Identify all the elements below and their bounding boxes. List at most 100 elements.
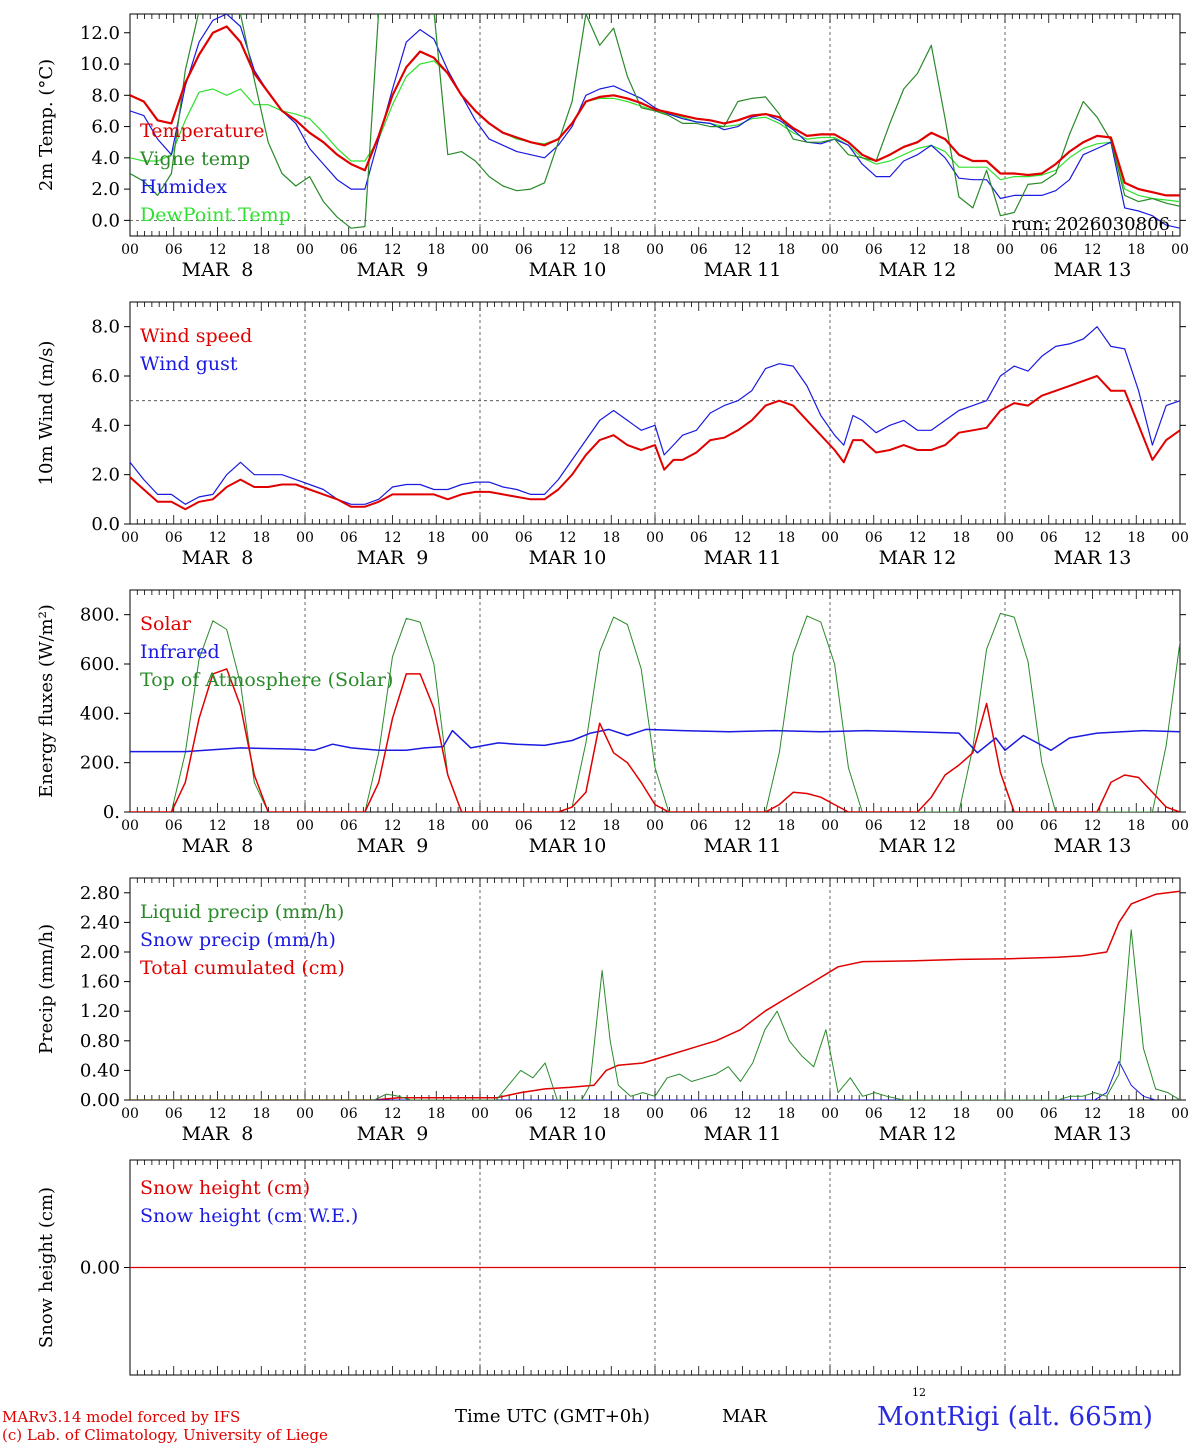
legend-entry: Humidex: [140, 176, 227, 198]
x-hour-label: 06: [165, 818, 183, 834]
x-axis-month: MAR: [722, 1406, 767, 1427]
x-hour-label: 00: [121, 530, 139, 546]
model-credit: MARv3.14 model forced by IFS: [2, 1408, 241, 1426]
x-hour-label: 18: [952, 530, 970, 546]
x-hour-label: 00: [821, 818, 839, 834]
y-tick-label: 6.0: [91, 366, 120, 387]
x-hour-label: 06: [690, 1106, 708, 1122]
x-hour-label: 18: [952, 818, 970, 834]
x-hour-label: 12: [734, 818, 752, 834]
series-line: [130, 25, 1180, 197]
x-hour-label: 12: [734, 242, 752, 258]
legend-entry: Infrared: [140, 641, 220, 663]
y-tick-label: 8.0: [91, 85, 120, 106]
x-hour-label: 00: [646, 818, 664, 834]
x-hour-label: 06: [690, 818, 708, 834]
x-hour-label: 12: [1084, 530, 1102, 546]
x-hour-label: 00: [996, 530, 1014, 546]
x-hour-label: 06: [515, 1106, 533, 1122]
x-hour-label: 18: [777, 242, 795, 258]
y-tick-label: 600.: [80, 654, 120, 675]
y-tick-label: 200.: [80, 753, 120, 774]
x-hour-label: 00: [996, 242, 1014, 258]
series-line: [130, 929, 1180, 1100]
y-tick-label: 0.80: [80, 1031, 120, 1052]
series-line: [130, 668, 1180, 812]
x-hour-label: 00: [296, 242, 314, 258]
x-day-label: MAR 10: [529, 1123, 607, 1145]
y-tick-label: 0.0: [91, 210, 120, 231]
x-hour-label: 06: [1040, 1106, 1058, 1122]
x-hour-label: 12: [384, 818, 402, 834]
x-hour-label: 12: [734, 1106, 752, 1122]
legend-entry: Snow precip (mm/h): [140, 929, 336, 951]
x-hour-label: 18: [252, 1106, 270, 1122]
x-hour-label: 00: [1171, 818, 1189, 834]
series-line: [130, 375, 1180, 511]
x-hour-label: 00: [821, 242, 839, 258]
run-annotation: run: 2026030806: [1012, 214, 1170, 235]
x-day-label: MAR 8: [182, 259, 254, 281]
legend-entry: Snow height (cm): [140, 1177, 310, 1199]
x-hour-label: 06: [1040, 530, 1058, 546]
y-axis-label: Snow height (cm): [36, 1187, 57, 1348]
x-hour-label: 06: [515, 530, 533, 546]
x-hour-label: 00: [471, 818, 489, 834]
y-tick-label: 8.0: [91, 317, 120, 338]
x-day-label: MAR 8: [182, 547, 254, 569]
x-hour-label: 06: [690, 530, 708, 546]
x-hour-label: 12: [209, 818, 227, 834]
series-line: [130, 14, 1180, 229]
x-hour-label: 12: [559, 818, 577, 834]
x-hour-label: 00: [996, 1106, 1014, 1122]
x-axis-title: Time UTC (GMT+0h): [455, 1406, 650, 1427]
x-hour-label: 12: [209, 530, 227, 546]
x-day-label: MAR 10: [529, 835, 607, 857]
x-hour-label: 12: [209, 242, 227, 258]
y-tick-label: 2.40: [80, 912, 120, 933]
y-tick-label: 2.80: [80, 883, 120, 904]
x-hour-label: 12: [734, 530, 752, 546]
x-hour-label: 18: [427, 530, 445, 546]
y-tick-label: 4.0: [91, 415, 120, 436]
x-hour-label: 18: [252, 530, 270, 546]
x-hour-label: 06: [340, 818, 358, 834]
series-line: [130, 14, 1180, 229]
series-line: [130, 1061, 1156, 1100]
y-axis-label: 2m Temp. (°C): [36, 59, 57, 191]
legend-entry: Solar: [140, 613, 192, 635]
x-hour-label: 18: [777, 530, 795, 546]
legend-entry: DewPoint Temp: [140, 204, 291, 226]
x-hour-label: 18: [1127, 1106, 1145, 1122]
x-day-label: MAR 8: [182, 1123, 254, 1145]
x-hour-label: 06: [865, 1106, 883, 1122]
x-hour-label: 12: [384, 242, 402, 258]
x-day-label: MAR 11: [704, 835, 782, 857]
y-tick-label: 1.60: [80, 972, 120, 993]
x-day-label: MAR 9: [357, 259, 429, 281]
x-day-label: MAR 12: [879, 835, 957, 857]
x-day-label: MAR 9: [357, 1123, 429, 1145]
x-hour-label: 00: [121, 242, 139, 258]
x-hour-label: 06: [865, 530, 883, 546]
x-hour-label: 00: [471, 530, 489, 546]
legend-entry: Liquid precip (mm/h): [140, 901, 344, 923]
legend-entry: Wind gust: [140, 353, 238, 375]
y-tick-label: 0.: [103, 802, 120, 823]
x-hour-label: 18: [1127, 530, 1145, 546]
y-tick-label: 0.0: [91, 514, 120, 535]
x-hour-label: 18: [427, 242, 445, 258]
x-hour-label: 00: [296, 818, 314, 834]
x-day-label: MAR 12: [879, 1123, 957, 1145]
x-hour-label: 18: [602, 242, 620, 258]
legend-entry: Wind speed: [140, 325, 252, 347]
x-hour-label: 12: [909, 1106, 927, 1122]
x-hour-label: 06: [340, 242, 358, 258]
x-hour-label: 18: [602, 530, 620, 546]
legend-entry: Top of Atmosphere (Solar): [140, 669, 393, 691]
x-hour-label: 12: [1084, 242, 1102, 258]
x-hour-label: 12: [559, 530, 577, 546]
y-tick-label: 0.40: [80, 1060, 120, 1081]
x-hour-label: 06: [1040, 242, 1058, 258]
